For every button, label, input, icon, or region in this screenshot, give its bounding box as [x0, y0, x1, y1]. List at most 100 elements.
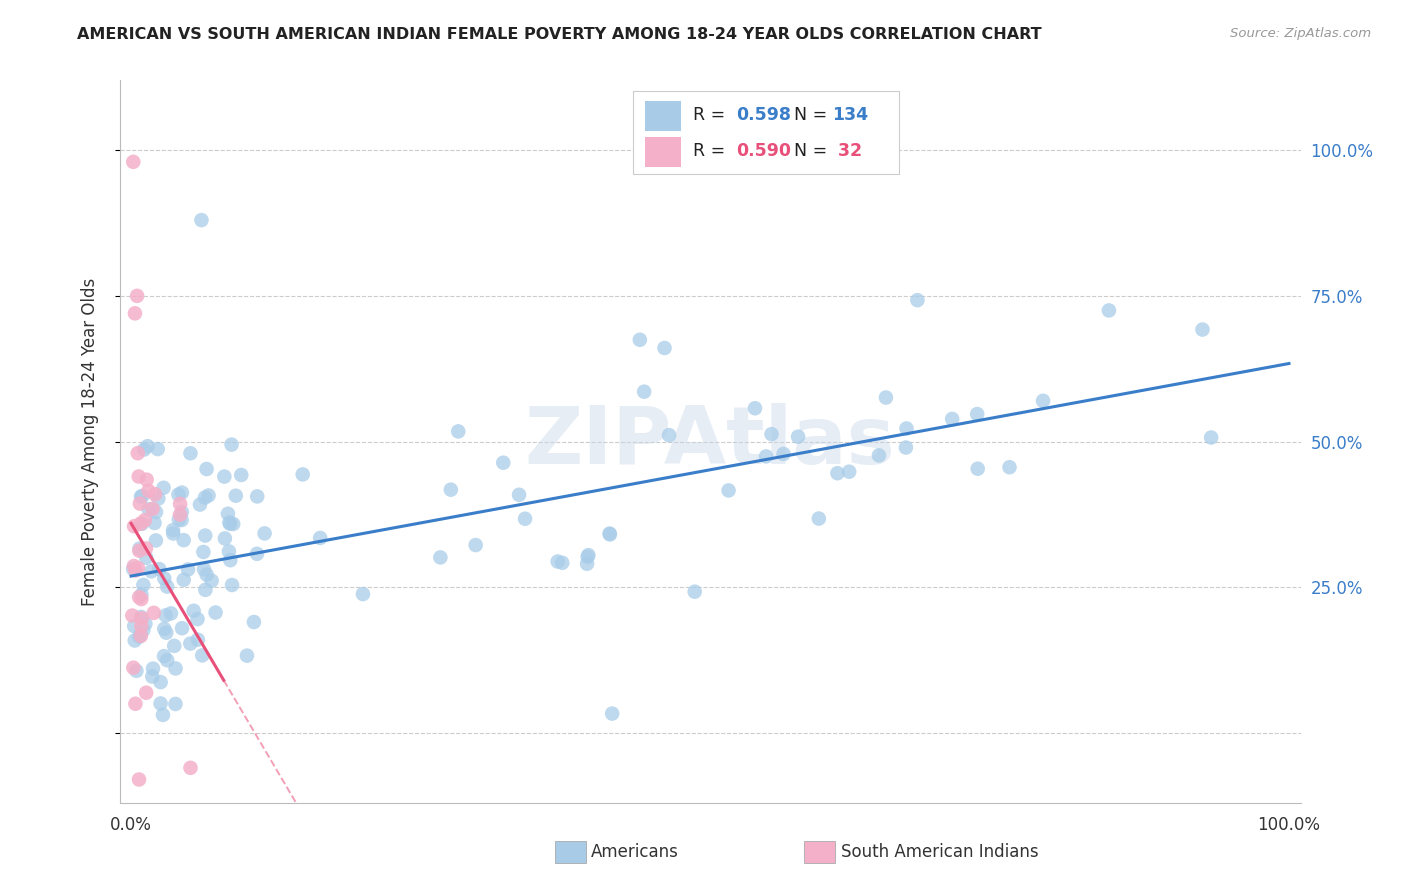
Point: [128, 541, 150, 556]
Point: [221, 578, 243, 592]
Point: [155, 608, 177, 623]
Point: [772, 447, 794, 461]
Point: [152, 707, 174, 722]
Point: [129, 516, 152, 531]
Point: [217, 507, 239, 521]
Point: [1191, 322, 1213, 336]
Point: [143, 487, 166, 501]
Point: [167, 512, 190, 526]
Point: [170, 621, 193, 635]
Point: [131, 588, 153, 602]
Point: [124, 306, 146, 320]
Point: [129, 610, 152, 624]
Point: [492, 456, 515, 470]
Point: [129, 627, 152, 641]
Point: [160, 607, 183, 621]
Point: [122, 559, 145, 574]
Text: R =: R =: [693, 142, 731, 160]
Point: [131, 516, 153, 531]
Point: [744, 401, 766, 416]
Point: [141, 501, 163, 516]
Point: [599, 526, 621, 541]
Text: 134: 134: [832, 106, 868, 124]
Point: [153, 571, 176, 585]
Point: [129, 490, 152, 504]
Point: [132, 578, 155, 592]
Point: [551, 556, 574, 570]
Point: [1199, 430, 1222, 444]
Text: N =: N =: [783, 142, 832, 160]
Point: [128, 590, 150, 604]
Point: [143, 516, 166, 530]
Point: [183, 604, 205, 618]
Point: [145, 505, 167, 519]
Point: [187, 632, 209, 647]
Text: Americans: Americans: [591, 843, 678, 861]
Point: [194, 528, 217, 542]
Point: [875, 391, 897, 405]
FancyBboxPatch shape: [633, 91, 898, 174]
Point: [998, 460, 1021, 475]
Point: [142, 662, 165, 676]
Point: [755, 450, 778, 464]
Point: [163, 639, 186, 653]
Point: [231, 468, 253, 483]
Point: [170, 505, 193, 519]
Point: [153, 649, 176, 664]
Point: [179, 636, 201, 650]
Point: [155, 625, 177, 640]
Point: [173, 573, 195, 587]
Point: [941, 412, 963, 426]
Point: [128, 772, 150, 787]
Point: [827, 467, 849, 481]
Point: [149, 697, 172, 711]
Point: [222, 516, 245, 531]
Point: [464, 538, 486, 552]
Point: [219, 516, 242, 531]
Text: R =: R =: [693, 106, 731, 124]
Point: [122, 562, 145, 576]
Point: [214, 469, 236, 483]
Point: [654, 341, 676, 355]
Text: Source: ZipAtlas.com: Source: ZipAtlas.com: [1230, 27, 1371, 40]
Point: [169, 508, 191, 522]
Point: [197, 488, 219, 502]
Point: [190, 213, 212, 227]
Text: 32: 32: [832, 142, 862, 160]
Point: [131, 489, 153, 503]
Point: [129, 629, 152, 643]
Point: [162, 526, 184, 541]
Point: [600, 706, 623, 721]
Point: [291, 467, 314, 482]
Point: [135, 686, 157, 700]
Point: [128, 630, 150, 644]
Point: [156, 653, 179, 667]
Point: [128, 469, 150, 483]
Point: [658, 428, 681, 442]
Point: [169, 497, 191, 511]
Point: [177, 562, 200, 576]
Point: [214, 532, 236, 546]
Text: 0.590: 0.590: [735, 142, 792, 160]
Point: [193, 562, 215, 576]
Point: [129, 619, 152, 633]
Point: [135, 550, 157, 565]
Point: [122, 619, 145, 633]
Point: [122, 661, 145, 675]
Point: [179, 446, 201, 460]
Point: [243, 615, 266, 629]
Point: [194, 491, 217, 505]
Point: [807, 511, 830, 525]
Point: [440, 483, 463, 497]
Point: [508, 488, 530, 502]
Point: [124, 697, 146, 711]
Point: [246, 490, 269, 504]
Text: N =: N =: [783, 106, 832, 124]
Text: AMERICAN VS SOUTH AMERICAN INDIAN FEMALE POVERTY AMONG 18-24 YEAR OLDS CORRELATI: AMERICAN VS SOUTH AMERICAN INDIAN FEMALE…: [77, 27, 1042, 42]
Point: [787, 430, 810, 444]
Point: [122, 519, 145, 533]
Point: [134, 616, 156, 631]
Point: [225, 489, 247, 503]
Point: [195, 567, 218, 582]
Point: [218, 516, 240, 530]
